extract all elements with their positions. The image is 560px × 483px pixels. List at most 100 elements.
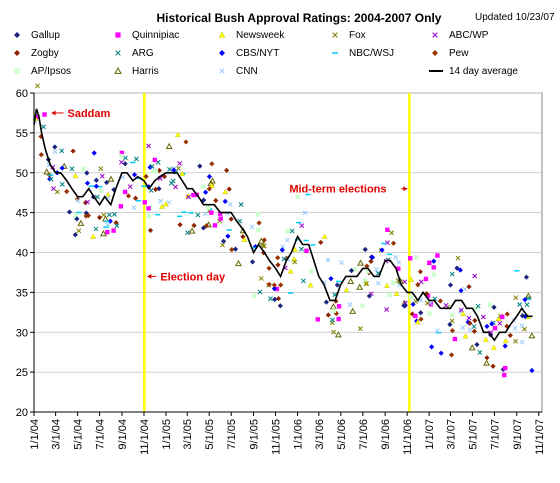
poll-point	[299, 246, 304, 252]
poll-point	[491, 344, 497, 350]
poll-point	[431, 265, 436, 270]
poll-point	[59, 148, 65, 154]
poll-point	[91, 150, 97, 156]
poll-point	[429, 344, 435, 350]
poll-point	[396, 259, 402, 265]
x-tick-label: 5/1/05	[204, 419, 216, 450]
poll-point	[413, 313, 418, 319]
legend-marker-newsweek	[218, 31, 226, 38]
poll-point	[98, 166, 104, 172]
x-axis: 1/1/04 3/1/04 5/1/04 7/1/04 9/1/04 11/1/04 1/1…	[29, 411, 546, 455]
legend-marker-gallup	[14, 32, 20, 38]
poll-point	[502, 372, 507, 378]
poll-point	[99, 173, 105, 179]
poll-point	[472, 317, 478, 324]
poll-point	[473, 306, 478, 311]
poll-point	[365, 269, 370, 274]
poll-point	[513, 338, 518, 344]
poll-point	[512, 325, 518, 331]
poll-point	[241, 236, 248, 242]
poll-point	[449, 328, 456, 334]
poll-point	[364, 263, 370, 269]
poll-point	[457, 267, 463, 273]
poll-point	[122, 189, 128, 195]
poll-point	[443, 302, 449, 308]
poll-point	[159, 203, 165, 209]
poll-point	[105, 191, 112, 197]
poll-point	[362, 278, 368, 283]
poll-point	[524, 292, 532, 299]
poll-point	[393, 290, 400, 296]
poll-point	[356, 283, 364, 290]
poll-point	[165, 142, 173, 149]
legend-label-cnn: CNN	[236, 66, 258, 77]
poll-point	[59, 181, 65, 187]
legend-marker-ap-ipsos	[14, 68, 20, 74]
poll-point	[331, 308, 336, 313]
poll-point	[125, 193, 132, 199]
poll-point	[100, 230, 107, 237]
poll-point	[95, 194, 100, 200]
x-tick-label: 1/1/06	[293, 419, 305, 450]
poll-point	[41, 124, 46, 130]
chart-legend: Gallup Quinnipiac Newsweek Fox ABC/WP Zogby AR…	[14, 30, 518, 77]
poll-point	[292, 259, 298, 265]
poll-point	[291, 246, 298, 252]
poll-point	[195, 212, 201, 218]
poll-point	[307, 282, 314, 288]
poll-point	[333, 310, 339, 317]
poll-point	[408, 295, 414, 300]
poll-point	[513, 295, 519, 301]
poll-point	[202, 189, 209, 195]
poll-point	[321, 233, 328, 239]
poll-point	[362, 246, 368, 253]
poll-point	[177, 161, 183, 166]
poll-point	[105, 229, 110, 235]
poll-point	[275, 255, 281, 261]
poll-point	[284, 237, 290, 243]
poll-point	[179, 170, 186, 176]
poll-point	[158, 198, 164, 204]
x-tick-label: 3/1/04	[51, 419, 63, 450]
poll-point	[208, 182, 215, 188]
plot-area: 20 25 30 35 40 45 50 55 60 1/1/04 3/1/04 5/1/04 7/1…	[16, 83, 546, 455]
poll-point	[483, 359, 491, 366]
poll-point	[119, 150, 125, 156]
poll-point	[287, 268, 294, 274]
poll-point	[205, 205, 211, 211]
x-tick-label: 7/1/05	[226, 419, 238, 450]
poll-point	[226, 186, 232, 192]
poll-point	[385, 227, 390, 232]
poll-point	[111, 228, 116, 233]
poll-point	[274, 286, 280, 292]
poll-point	[522, 297, 528, 303]
poll-point	[472, 273, 478, 279]
poll-point	[524, 302, 530, 308]
x-tick-label: 9/1/06	[380, 419, 392, 450]
poll-point	[529, 367, 535, 374]
poll-point	[74, 216, 80, 222]
poll-point	[171, 167, 177, 173]
poll-point	[257, 237, 265, 244]
poll-point	[502, 337, 509, 344]
poll-point	[447, 282, 454, 288]
poll-point	[203, 223, 210, 229]
poll-point	[73, 213, 79, 219]
poll-point	[427, 260, 432, 266]
poll-point	[69, 166, 75, 172]
poll-point	[336, 316, 341, 322]
poll-point	[455, 255, 461, 261]
poll-point	[418, 310, 424, 316]
poll-point	[271, 282, 277, 288]
poll-point	[275, 262, 281, 268]
poll-point	[423, 276, 429, 282]
poll-point	[51, 186, 56, 192]
poll-point	[197, 163, 203, 169]
poll-point	[462, 333, 469, 339]
poll-point	[402, 303, 408, 309]
poll-point	[90, 233, 96, 239]
x-tick-label: 1/1/04	[29, 419, 41, 450]
poll-point	[528, 332, 536, 339]
annotation-arrowhead-midterm	[403, 186, 408, 192]
poll-point	[162, 201, 169, 207]
